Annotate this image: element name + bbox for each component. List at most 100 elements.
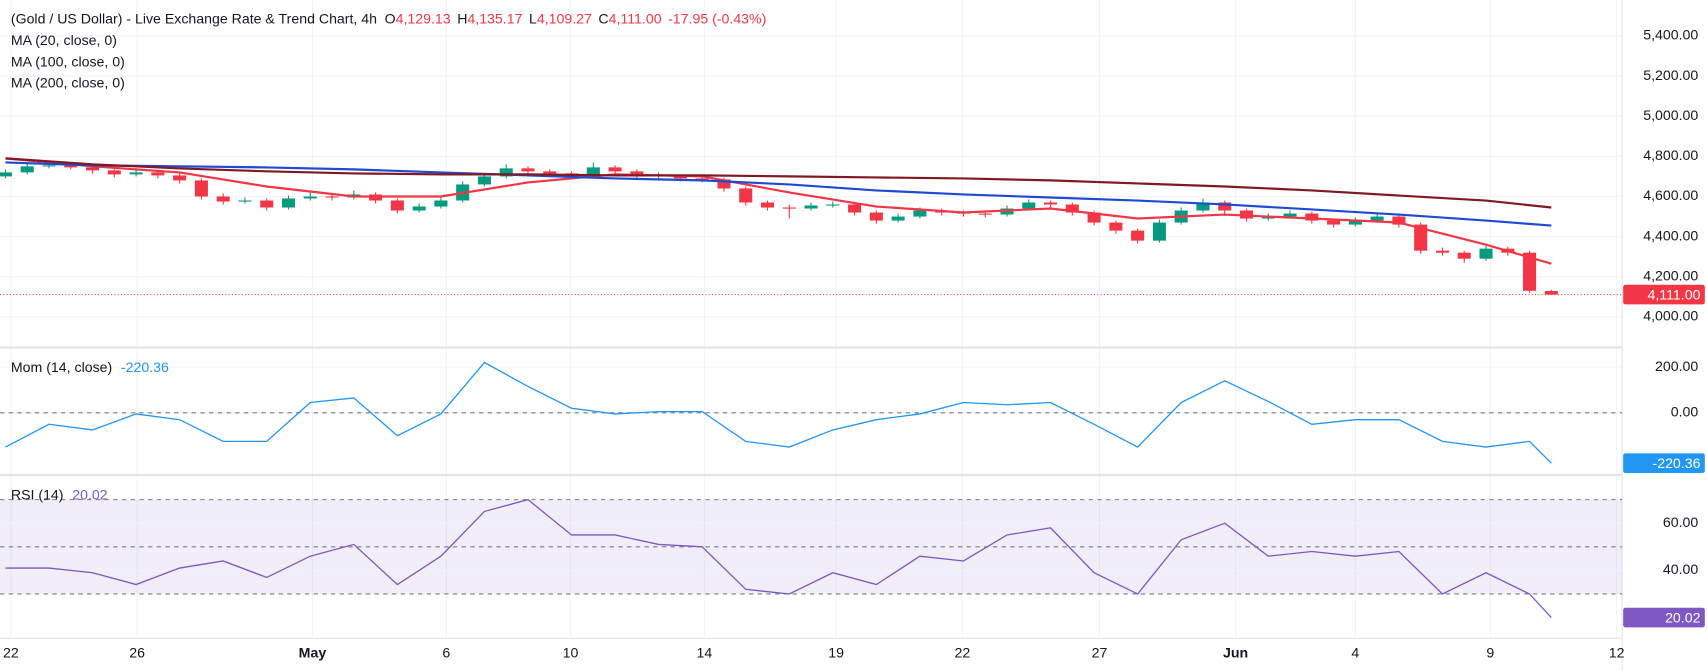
candle-body <box>434 200 448 207</box>
candle-body <box>477 176 491 185</box>
y-tick-label: 4,600.00 <box>1643 187 1698 203</box>
ohlc-key: C <box>598 10 608 26</box>
candle-body <box>1283 213 1297 217</box>
ohlc-key: L <box>529 10 537 26</box>
candle-body <box>1131 230 1145 241</box>
x-tick-label: Jun <box>1223 644 1248 660</box>
candle-body <box>826 204 840 206</box>
candle-body <box>1348 220 1362 225</box>
ohlc-value: 4,109.27 <box>537 10 592 26</box>
candle-body <box>630 171 644 176</box>
candle-body <box>1196 202 1210 211</box>
x-tick-label: 12 <box>1609 644 1625 660</box>
ohlc-value: 4,129.13 <box>396 10 451 26</box>
x-tick-label: 22 <box>954 644 970 660</box>
candle-body <box>0 172 12 177</box>
candle-body <box>86 167 100 171</box>
candle-body <box>891 216 905 221</box>
ohlc-value: 4,135.17 <box>467 10 522 26</box>
candle-body <box>194 180 208 197</box>
candle-body <box>848 204 862 213</box>
candle-body <box>717 179 731 189</box>
candle-body <box>804 205 818 209</box>
y-tick-label: 200.00 <box>1655 358 1698 374</box>
candle-body <box>412 206 426 211</box>
y-tick-label: 4,000.00 <box>1643 308 1698 324</box>
candle-body <box>390 200 404 211</box>
candle-body <box>760 202 775 208</box>
price-tag-label: 20.02 <box>1665 609 1701 625</box>
indicator-legend: Mom (14, close) -220.36 <box>11 359 169 375</box>
x-tick-label: 4 <box>1351 644 1359 660</box>
indicator-line <box>5 361 1552 464</box>
candle-body <box>543 171 557 174</box>
x-tick-label: 26 <box>129 644 145 660</box>
y-tick-label: 5,000.00 <box>1643 107 1698 123</box>
candle-body <box>739 188 753 203</box>
candle-body <box>325 196 339 198</box>
y-tick-label: 5,400.00 <box>1643 27 1698 43</box>
legend-entry: MA (20, close, 0) <box>11 32 117 48</box>
candle-body <box>1457 252 1471 259</box>
candle-body <box>281 198 296 208</box>
candle-body <box>695 178 709 180</box>
candle-body <box>913 210 927 217</box>
candle-body <box>673 176 687 179</box>
indicator-name: Mom (14, close) <box>11 359 112 375</box>
moving-average-line <box>5 161 1552 227</box>
candle-body <box>1544 290 1558 295</box>
candle-body <box>64 165 78 168</box>
x-tick-label: 9 <box>1486 644 1494 660</box>
y-tick-label: 0.00 <box>1671 404 1699 420</box>
candle-body <box>260 200 274 208</box>
candle-body <box>1109 222 1123 231</box>
pane-separator <box>0 473 1623 477</box>
candle-body <box>1370 216 1384 221</box>
candle-body <box>499 168 513 177</box>
y-tick-label: 5,200.00 <box>1643 67 1698 83</box>
indicator-value: 20.02 <box>72 486 108 502</box>
x-tick-label: 14 <box>696 644 712 660</box>
candle-body <box>1414 224 1428 251</box>
chart-header: (Gold / US Dollar) - Live Exchange Rate … <box>11 10 766 26</box>
y-tick-label: 4,200.00 <box>1643 267 1698 283</box>
price-tag <box>1623 607 1705 628</box>
candle-body <box>1044 202 1058 205</box>
candle-body <box>1327 220 1341 225</box>
ohlc-key: H <box>457 10 467 26</box>
y-tick-label: 4,800.00 <box>1643 147 1698 163</box>
candle-body <box>782 207 796 209</box>
price-change: -17.95 (-0.43%) <box>668 10 766 26</box>
y-tick-label: 60.00 <box>1663 514 1699 530</box>
candle-body <box>1218 202 1232 211</box>
indicator-legend: RSI (14) 20.02 <box>11 486 108 502</box>
candle-body <box>1523 252 1537 291</box>
price-tag-label: 4,111.00 <box>1648 286 1701 302</box>
x-tick-label: 6 <box>442 644 450 660</box>
ohlc-value: 4,111.00 <box>609 10 662 26</box>
price-tag-label: -220.36 <box>1653 455 1701 471</box>
y-tick-label: 40.00 <box>1663 561 1699 577</box>
candle-body <box>173 175 187 181</box>
candle-body <box>238 200 252 202</box>
price-tag <box>1623 284 1705 305</box>
candle-body <box>20 166 34 173</box>
candle-body <box>978 213 992 215</box>
candle-body <box>869 212 883 221</box>
candle-body <box>1022 202 1036 209</box>
chart-title: (Gold / US Dollar) - Live Exchange Rate … <box>11 10 377 26</box>
moving-average-line <box>5 157 1552 265</box>
x-tick-label: 19 <box>828 644 844 660</box>
indicator-name: RSI (14) <box>11 486 64 502</box>
pane-separator <box>0 346 1623 349</box>
candle-body <box>608 167 622 172</box>
candle-body <box>1392 216 1406 225</box>
candle-body <box>1152 222 1166 241</box>
candle-body <box>521 168 535 172</box>
candle-body <box>42 165 56 167</box>
candle-body <box>1065 204 1079 213</box>
ohlc-key: O <box>385 10 396 26</box>
candle-body <box>1305 213 1319 221</box>
moving-average-line <box>5 157 1552 209</box>
